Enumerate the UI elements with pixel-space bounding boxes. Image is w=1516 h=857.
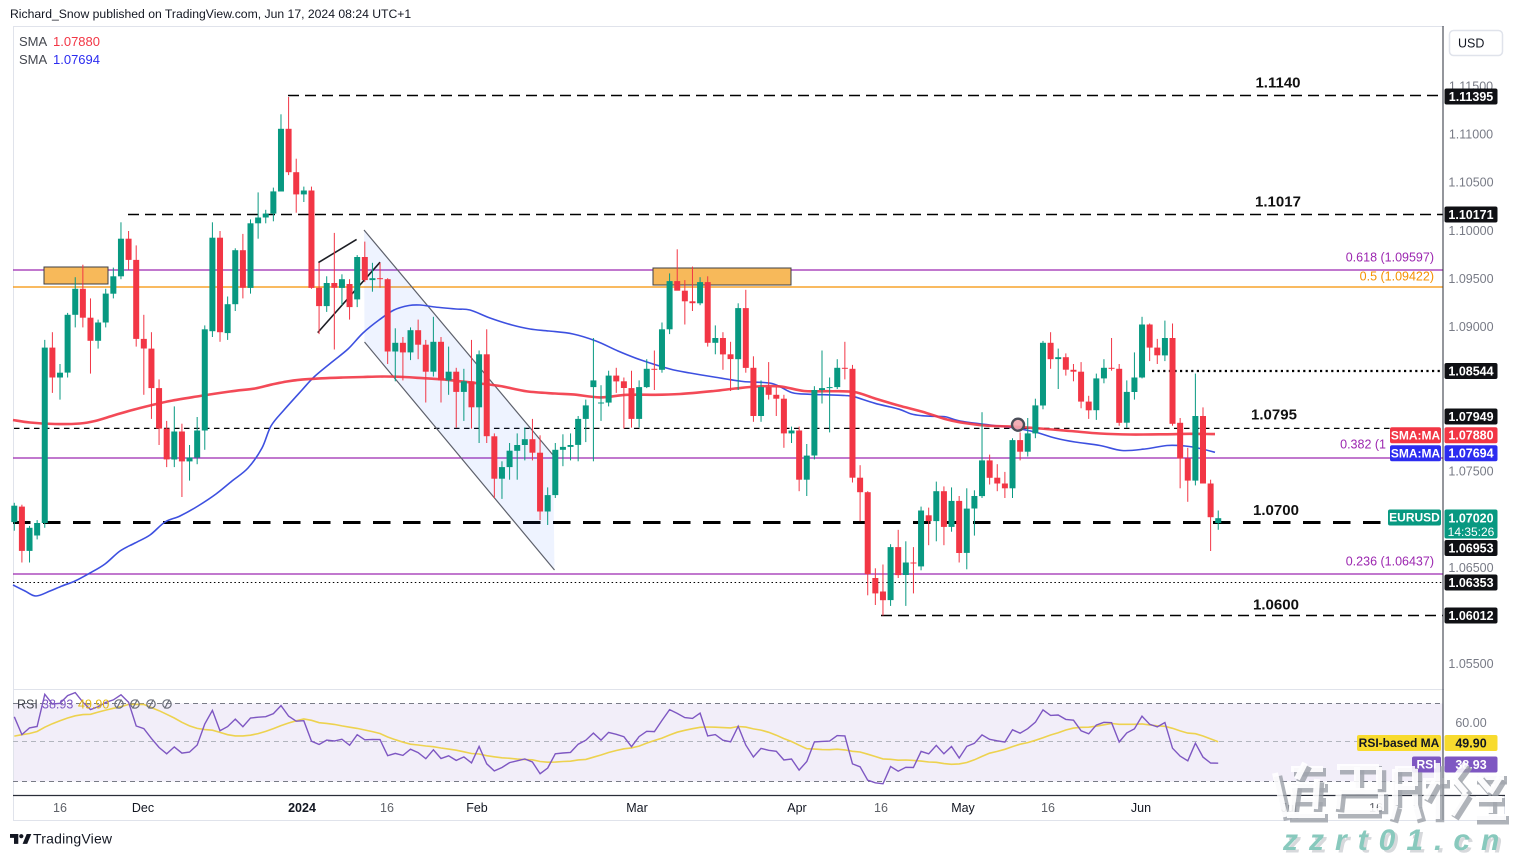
svg-text:1.09500: 1.09500: [1448, 272, 1493, 286]
svg-text:0.5 (1.09422): 0.5 (1.09422): [1360, 270, 1434, 284]
svg-text:16: 16: [53, 801, 67, 815]
svg-text:1.11000: 1.11000: [1449, 128, 1493, 142]
svg-text:zzrt01.cn: zzrt01.cn: [1282, 824, 1510, 857]
svg-text:16: 16: [1041, 801, 1055, 815]
svg-text:1.09000: 1.09000: [1448, 320, 1493, 334]
svg-text:Richard_Snow published on Trad: Richard_Snow published on TradingView.co…: [10, 7, 411, 21]
svg-text:49.90: 49.90: [1455, 736, 1486, 750]
svg-text:Mar: Mar: [626, 801, 648, 815]
svg-text:1.1017: 1.1017: [1255, 194, 1301, 211]
svg-text:EURUSD: EURUSD: [1389, 511, 1440, 525]
svg-text:1.07880: 1.07880: [53, 34, 100, 49]
svg-text:1.06012: 1.06012: [1448, 609, 1493, 623]
svg-text:1.1140: 1.1140: [1255, 75, 1300, 92]
svg-text:1.07500: 1.07500: [1448, 465, 1493, 479]
svg-text:1.0700: 1.0700: [1253, 502, 1299, 519]
svg-text:Dec: Dec: [132, 801, 154, 815]
svg-text:1.08544: 1.08544: [1448, 364, 1493, 378]
svg-text:16: 16: [874, 801, 888, 815]
svg-text:1.07694: 1.07694: [1448, 447, 1493, 461]
svg-text:14:35:26: 14:35:26: [1448, 525, 1495, 539]
svg-text:1.06500: 1.06500: [1448, 561, 1493, 575]
svg-text:1.07949: 1.07949: [1448, 410, 1493, 424]
svg-text:1.0795: 1.0795: [1251, 407, 1297, 424]
svg-text:1.10171: 1.10171: [1448, 208, 1493, 222]
svg-text:Feb: Feb: [466, 801, 488, 815]
svg-text:1.07880: 1.07880: [1448, 429, 1493, 443]
svg-text:1.10000: 1.10000: [1448, 224, 1493, 238]
svg-text:1.11395: 1.11395: [1449, 90, 1494, 104]
svg-text:1.06353: 1.06353: [1448, 576, 1493, 590]
svg-text:0.236 (1.06437): 0.236 (1.06437): [1346, 555, 1434, 569]
svg-text:May: May: [951, 801, 975, 815]
svg-text:1.07694: 1.07694: [53, 52, 100, 67]
svg-text:1.05500: 1.05500: [1448, 657, 1493, 671]
svg-text:USD: USD: [1458, 37, 1484, 51]
svg-text:1.06953: 1.06953: [1448, 541, 1493, 555]
svg-text:TradingView: TradingView: [33, 831, 113, 847]
svg-text:0.382 (1: 0.382 (1: [1340, 438, 1386, 452]
svg-text:0.618 (1.09597): 0.618 (1.09597): [1346, 251, 1434, 265]
svg-text:1.0600: 1.0600: [1253, 597, 1299, 614]
svg-text:RSI-based MA: RSI-based MA: [1359, 736, 1440, 750]
svg-text:Apr: Apr: [787, 801, 806, 815]
svg-text:1.07020: 1.07020: [1448, 511, 1493, 525]
svg-text:38.93: 38.93: [42, 698, 73, 712]
svg-text:SMA: SMA: [19, 34, 48, 49]
svg-text:zzrt01.cn: zzrt01.cn: [1285, 827, 1513, 857]
svg-text:2024: 2024: [288, 801, 316, 815]
svg-text:SMA:MA: SMA:MA: [1391, 447, 1441, 461]
svg-text:60.00: 60.00: [1455, 716, 1486, 730]
svg-text:16: 16: [380, 801, 394, 815]
svg-text:SMA:MA: SMA:MA: [1391, 429, 1441, 443]
svg-text:RSI: RSI: [17, 698, 38, 712]
svg-text:RSI: RSI: [1416, 758, 1436, 772]
svg-text:Jun: Jun: [1131, 801, 1151, 815]
svg-text:SMA: SMA: [19, 52, 48, 67]
svg-text:49.90: 49.90: [78, 698, 109, 712]
svg-text:1.10500: 1.10500: [1448, 176, 1493, 190]
